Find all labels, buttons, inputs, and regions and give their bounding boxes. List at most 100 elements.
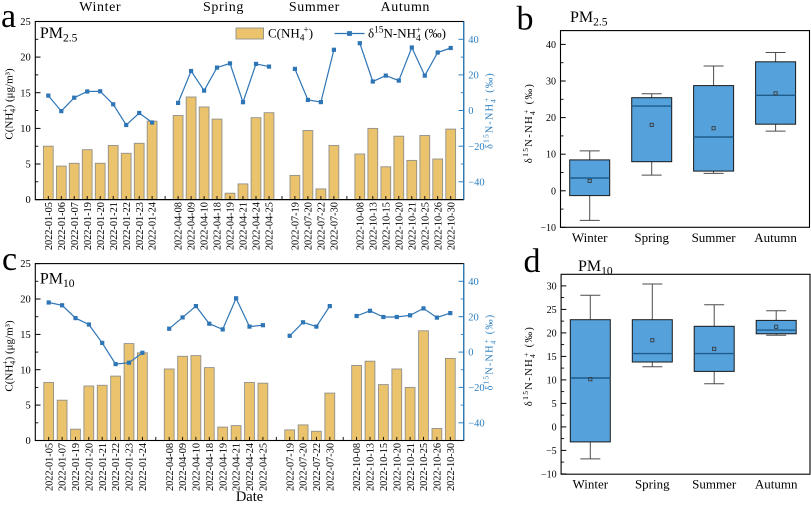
svg-text:Spring: Spring — [203, 0, 244, 15]
svg-text:Autumn: Autumn — [381, 0, 431, 15]
svg-text:2022-04-24: 2022-04-24 — [252, 202, 263, 250]
svg-text:0: 0 — [551, 186, 556, 197]
svg-text:30: 30 — [546, 77, 556, 88]
svg-text:40: 40 — [546, 40, 556, 51]
svg-text:15: 15 — [20, 88, 31, 99]
svg-text:2022-07-30: 2022-07-30 — [325, 443, 336, 491]
svg-text:2022-01-07: 2022-01-07 — [58, 443, 69, 491]
svg-text:2022-01-06: 2022-01-06 — [57, 202, 68, 250]
svg-text:δ15N-NH4+ (‰): δ15N-NH4+ (‰) — [368, 25, 446, 44]
svg-text:2022-10-15: 2022-10-15 — [381, 202, 392, 250]
svg-text:2022-04-24: 2022-04-24 — [245, 443, 256, 491]
svg-text:0: 0 — [468, 348, 473, 359]
svg-text:−10: −10 — [541, 469, 557, 480]
svg-text:20: 20 — [20, 53, 31, 64]
svg-text:2022-07-22: 2022-07-22 — [312, 443, 323, 491]
svg-text:2022-10-26: 2022-10-26 — [433, 202, 444, 250]
svg-text:2022-04-09: 2022-04-09 — [178, 443, 189, 491]
svg-text:20: 20 — [20, 295, 31, 306]
svg-text:20: 20 — [547, 328, 557, 339]
svg-text:b: b — [517, 1, 534, 38]
svg-text:−40: −40 — [468, 177, 484, 188]
svg-text:2022-07-30: 2022-07-30 — [330, 202, 341, 250]
svg-text:2022-01-23: 2022-01-23 — [125, 443, 136, 491]
svg-text:10: 10 — [20, 365, 31, 376]
svg-text:2022-04-25: 2022-04-25 — [265, 202, 276, 250]
svg-text:2022-01-20: 2022-01-20 — [96, 202, 107, 250]
svg-text:Date: Date — [236, 489, 263, 505]
svg-text:Autumn: Autumn — [754, 230, 797, 245]
svg-text:Summer: Summer — [289, 0, 340, 15]
svg-text:2022-10-25: 2022-10-25 — [420, 202, 431, 250]
svg-text:30: 30 — [547, 281, 557, 292]
svg-text:2022-01-22: 2022-01-22 — [122, 202, 133, 250]
svg-text:Spring: Spring — [634, 230, 669, 245]
svg-text:40: 40 — [468, 277, 479, 288]
svg-text:2022-04-18: 2022-04-18 — [213, 202, 224, 250]
svg-text:2022-10-08: 2022-10-08 — [355, 202, 366, 250]
svg-text:2022-10-21: 2022-10-21 — [407, 202, 418, 250]
svg-text:2022-10-26: 2022-10-26 — [433, 443, 444, 491]
svg-text:Summer: Summer — [692, 230, 737, 245]
svg-text:10: 10 — [20, 124, 31, 135]
svg-text:15: 15 — [547, 352, 557, 363]
svg-text:−10: −10 — [540, 223, 556, 234]
svg-text:d: d — [524, 243, 541, 280]
svg-text:40: 40 — [468, 35, 479, 46]
svg-text:2022-01-23: 2022-01-23 — [135, 202, 146, 250]
svg-text:2022-01-05: 2022-01-05 — [44, 202, 55, 250]
svg-text:5: 5 — [552, 399, 557, 410]
svg-text:2022-10-15: 2022-10-15 — [379, 443, 390, 491]
svg-text:2022-01-07: 2022-01-07 — [70, 202, 81, 250]
svg-text:2022-01-19: 2022-01-19 — [83, 202, 94, 250]
svg-text:Winter: Winter — [573, 477, 609, 492]
svg-text:2022-04-19: 2022-04-19 — [218, 443, 229, 491]
svg-text:2022-10-08: 2022-10-08 — [352, 443, 363, 491]
svg-text:0: 0 — [468, 106, 473, 117]
svg-text:Spring: Spring — [635, 477, 670, 492]
svg-text:2022-10-13: 2022-10-13 — [368, 202, 379, 250]
svg-text:2022-04-19: 2022-04-19 — [226, 202, 237, 250]
svg-text:a: a — [1, 0, 16, 35]
svg-text:0: 0 — [26, 195, 31, 206]
svg-text:25: 25 — [20, 259, 31, 270]
svg-text:2022-04-09: 2022-04-09 — [187, 202, 198, 250]
svg-text:5: 5 — [26, 401, 31, 412]
svg-text:c: c — [2, 241, 17, 278]
svg-text:2022-10-30: 2022-10-30 — [446, 443, 457, 491]
svg-text:Winter: Winter — [572, 230, 608, 245]
svg-text:Autumn: Autumn — [755, 477, 798, 492]
svg-text:2022-07-20: 2022-07-20 — [299, 443, 310, 491]
svg-text:−20: −20 — [468, 383, 484, 394]
svg-text:2022-04-21: 2022-04-21 — [239, 202, 250, 250]
svg-text:10: 10 — [546, 150, 556, 161]
svg-text:2022-01-22: 2022-01-22 — [111, 443, 122, 491]
svg-text:2022-01-21: 2022-01-21 — [98, 443, 109, 491]
svg-text:2022-10-20: 2022-10-20 — [394, 202, 405, 250]
svg-text:C(NH4+) (μg/m³): C(NH4+) (μg/m³) — [1, 68, 17, 140]
svg-text:2022-10-25: 2022-10-25 — [419, 443, 430, 491]
svg-text:2022-04-10: 2022-04-10 — [200, 202, 211, 250]
svg-text:25: 25 — [20, 17, 31, 28]
svg-text:δ15N-NH4+ (‰): δ15N-NH4+ (‰) — [482, 314, 498, 391]
svg-text:δ15N-NH4+ (‰): δ15N-NH4+ (‰) — [521, 83, 537, 163]
svg-text:−20: −20 — [468, 142, 484, 153]
svg-text:2022-01-19: 2022-01-19 — [71, 443, 82, 491]
svg-text:25: 25 — [547, 305, 557, 316]
svg-text:5: 5 — [26, 160, 31, 171]
svg-text:2022-07-20: 2022-07-20 — [304, 202, 315, 250]
svg-text:2022-04-08: 2022-04-08 — [165, 443, 176, 491]
svg-text:Winter: Winter — [79, 0, 121, 15]
svg-text:2022-10-13: 2022-10-13 — [366, 443, 377, 491]
svg-text:2022-10-20: 2022-10-20 — [392, 443, 403, 491]
svg-text:2022-01-05: 2022-01-05 — [44, 443, 55, 491]
svg-text:2022-04-25: 2022-04-25 — [259, 443, 270, 491]
svg-text:2022-07-19: 2022-07-19 — [291, 202, 302, 250]
svg-text:δ15N-NH4+ (‰): δ15N-NH4+ (‰) — [521, 326, 537, 406]
svg-text:2022-01-20: 2022-01-20 — [84, 443, 95, 491]
svg-text:20: 20 — [546, 113, 556, 124]
svg-text:2022-04-10: 2022-04-10 — [192, 443, 203, 491]
svg-text:2022-01-24: 2022-01-24 — [148, 202, 159, 250]
svg-text:Summer: Summer — [692, 477, 737, 492]
svg-text:2022-07-19: 2022-07-19 — [285, 443, 296, 491]
